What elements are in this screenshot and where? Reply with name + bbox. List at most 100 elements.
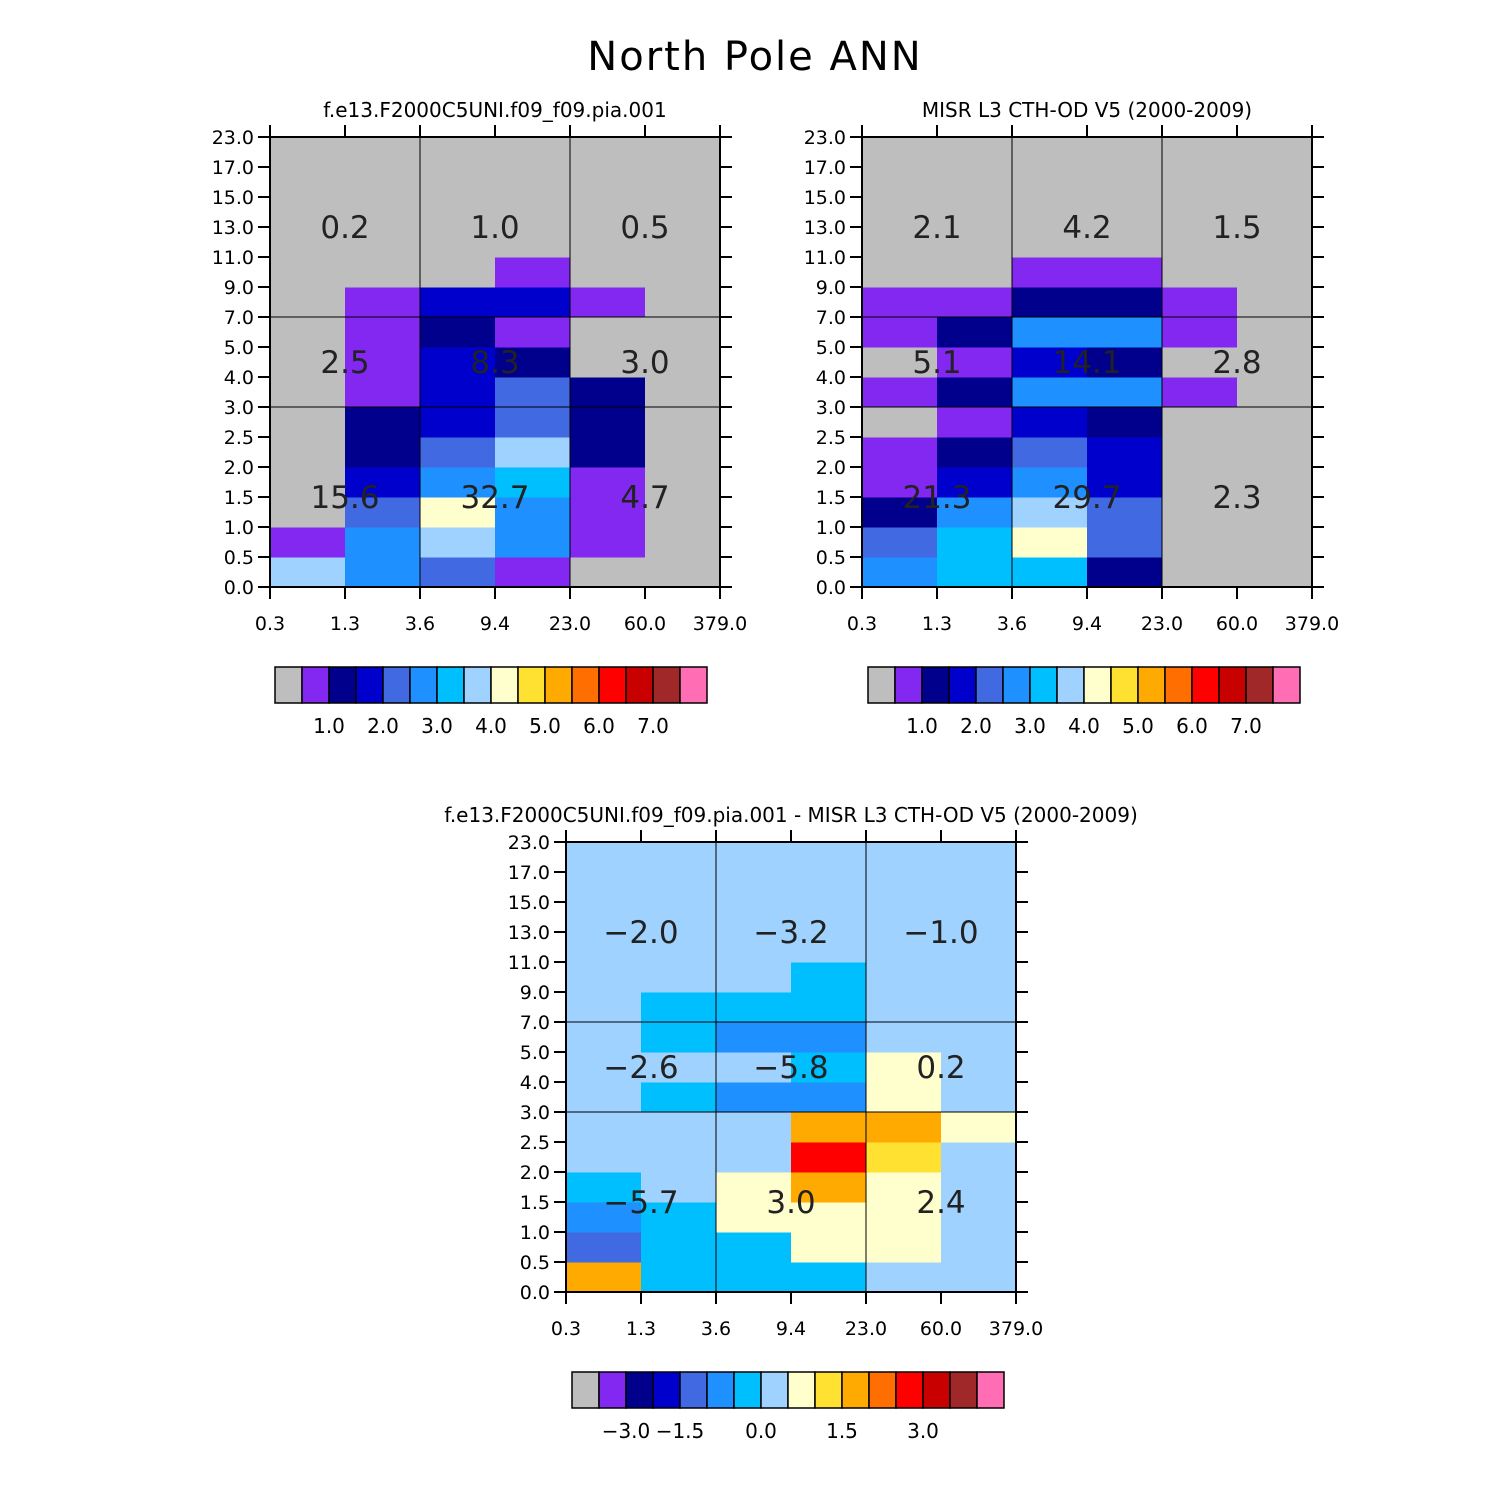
histogram-cell bbox=[1012, 197, 1088, 228]
histogram-cell bbox=[862, 527, 938, 558]
histogram-cell bbox=[270, 347, 346, 378]
x-tick-label: 9.4 bbox=[480, 613, 510, 635]
y-tick-label: 15.0 bbox=[508, 892, 550, 914]
histogram-cell bbox=[270, 197, 346, 228]
x-tick-label: 60.0 bbox=[920, 1318, 962, 1340]
histogram-cell bbox=[641, 872, 717, 903]
histogram-cell bbox=[716, 902, 792, 933]
colorbar-box bbox=[463, 666, 492, 704]
histogram-cell bbox=[937, 257, 1013, 288]
histogram-cell bbox=[1162, 407, 1238, 438]
histogram-cell bbox=[645, 557, 721, 588]
colorbar-box bbox=[760, 1371, 789, 1409]
colorbar-box bbox=[814, 1371, 843, 1409]
histogram-cell bbox=[1162, 287, 1238, 318]
x-tick-label: 379.0 bbox=[693, 613, 747, 635]
y-tick-label: 3.0 bbox=[520, 1102, 550, 1124]
histogram-cell bbox=[1162, 257, 1238, 288]
histogram-cell bbox=[566, 932, 642, 963]
histogram-cell bbox=[866, 1142, 942, 1173]
histogram-cell bbox=[1087, 437, 1163, 468]
histogram-cell bbox=[420, 287, 496, 318]
y-tick-label: 2.0 bbox=[224, 457, 254, 479]
x-tick-label: 0.3 bbox=[255, 613, 285, 635]
histogram-cell bbox=[270, 407, 346, 438]
colorbar-box bbox=[706, 1371, 735, 1409]
y-tick-label: 15.0 bbox=[212, 187, 254, 209]
histogram-cell bbox=[570, 227, 646, 258]
x-tick-label: 9.4 bbox=[776, 1318, 806, 1340]
histogram-cell bbox=[566, 1202, 642, 1233]
y-tick-label: 2.0 bbox=[816, 457, 846, 479]
y-tick-label: 17.0 bbox=[212, 157, 254, 179]
colorbar-box bbox=[409, 666, 438, 704]
y-tick-label: 4.0 bbox=[224, 367, 254, 389]
histogram-cell bbox=[937, 497, 1013, 528]
histogram-cell bbox=[1162, 467, 1238, 498]
histogram-cell bbox=[495, 317, 571, 348]
histogram-cell bbox=[862, 227, 938, 258]
y-tick-label: 5.0 bbox=[224, 337, 254, 359]
histogram-cell bbox=[791, 872, 867, 903]
histogram-cell bbox=[941, 1262, 1017, 1293]
colorbar-box bbox=[571, 666, 600, 704]
colorbar-label: 3.0 bbox=[421, 714, 453, 738]
y-tick-label: 3.0 bbox=[224, 397, 254, 419]
histogram-cell bbox=[645, 287, 721, 318]
histogram-cell bbox=[1162, 437, 1238, 468]
colorbar-box bbox=[894, 666, 923, 704]
histogram-cell bbox=[937, 317, 1013, 348]
group-sum-label: 3.0 bbox=[766, 1185, 815, 1221]
panel-title: f.e13.F2000C5UNI.f09_f09.pia.001 bbox=[323, 98, 666, 122]
histogram-cell bbox=[1087, 557, 1163, 588]
group-sum-label: 32.7 bbox=[460, 480, 529, 516]
histogram-cell bbox=[270, 257, 346, 288]
y-tick-label: 13.0 bbox=[212, 217, 254, 239]
x-tick-label: 1.3 bbox=[626, 1318, 656, 1340]
y-tick-label: 9.0 bbox=[224, 277, 254, 299]
histogram-cell bbox=[1012, 497, 1088, 528]
histogram-cell bbox=[1162, 197, 1238, 228]
histogram-cell bbox=[937, 137, 1013, 168]
histogram-cell bbox=[791, 992, 867, 1023]
histogram-cell bbox=[1237, 347, 1313, 378]
histogram-cell bbox=[941, 1052, 1017, 1083]
histogram-cell bbox=[862, 437, 938, 468]
histogram-cell bbox=[566, 872, 642, 903]
histogram-cell bbox=[716, 842, 792, 873]
y-tick-label: 17.0 bbox=[804, 157, 846, 179]
histogram-cell bbox=[495, 407, 571, 438]
colorbar-box bbox=[436, 666, 465, 704]
histogram-cell bbox=[345, 407, 421, 438]
histogram-cell bbox=[716, 1232, 792, 1263]
histogram-cell bbox=[566, 1262, 642, 1293]
histogram-cell bbox=[270, 227, 346, 258]
histogram-cell bbox=[420, 317, 496, 348]
y-tick-label: 7.0 bbox=[224, 307, 254, 329]
histogram-cell bbox=[937, 467, 1013, 498]
group-sum-label: −3.2 bbox=[753, 915, 828, 951]
y-tick-label: 23.0 bbox=[804, 127, 846, 149]
histogram-cell bbox=[345, 137, 421, 168]
histogram-cell bbox=[1087, 197, 1163, 228]
histogram-cell bbox=[866, 992, 942, 1023]
histogram-cell bbox=[941, 1232, 1017, 1263]
histogram-cell bbox=[420, 437, 496, 468]
group-sum-label: 4.7 bbox=[620, 480, 669, 516]
histogram-cell bbox=[1087, 227, 1163, 258]
histogram-cell bbox=[270, 527, 346, 558]
x-tick-label: 60.0 bbox=[1216, 613, 1258, 635]
y-tick-label: 11.0 bbox=[508, 952, 550, 974]
x-tick-label: 3.6 bbox=[405, 613, 435, 635]
histogram-cell bbox=[1237, 167, 1313, 198]
histogram-cell bbox=[645, 467, 721, 498]
histogram-cell bbox=[1012, 137, 1088, 168]
histogram-cell bbox=[566, 902, 642, 933]
histogram-cell bbox=[570, 167, 646, 198]
colorbar-box bbox=[490, 666, 519, 704]
histogram-cell bbox=[862, 377, 938, 408]
histogram-cell bbox=[866, 1172, 942, 1203]
group-sum-label: −2.6 bbox=[603, 1050, 678, 1086]
histogram-cell bbox=[1162, 347, 1238, 378]
histogram-cell bbox=[791, 902, 867, 933]
